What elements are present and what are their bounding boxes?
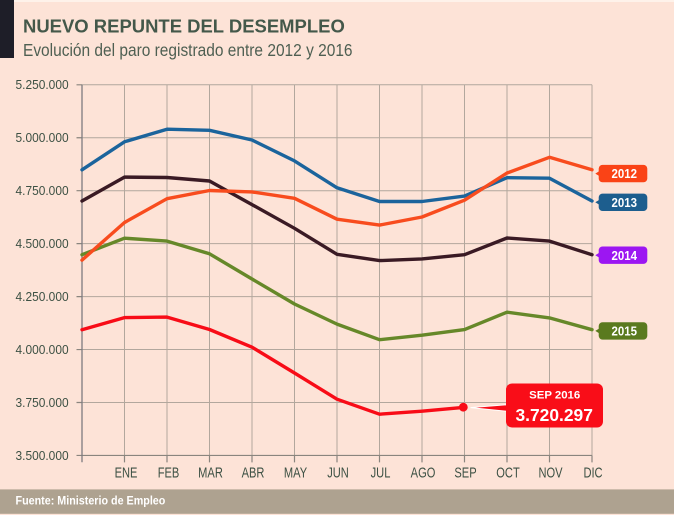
svg-text:DIC: DIC xyxy=(583,464,602,481)
svg-text:SEP 2016: SEP 2016 xyxy=(529,390,580,402)
svg-text:3.750.000: 3.750.000 xyxy=(16,396,69,410)
svg-text:4.250.000: 4.250.000 xyxy=(16,290,69,304)
svg-text:MAY: MAY xyxy=(284,464,307,481)
svg-text:NUEVO REPUNTE DEL DESEMPLEO: NUEVO REPUNTE DEL DESEMPLEO xyxy=(23,16,345,37)
svg-text:5.000.000: 5.000.000 xyxy=(16,131,69,145)
svg-text:NOV: NOV xyxy=(538,464,562,481)
svg-text:4.500.000: 4.500.000 xyxy=(16,237,69,251)
svg-text:OCT: OCT xyxy=(496,464,519,481)
svg-text:ABR: ABR xyxy=(242,464,265,481)
svg-text:FEB: FEB xyxy=(158,464,180,481)
svg-text:2013: 2013 xyxy=(612,195,638,210)
svg-text:Fuente: Ministerio de Empleo: Fuente: Ministerio de Empleo xyxy=(16,495,166,507)
svg-text:2014: 2014 xyxy=(612,248,638,263)
svg-text:SEP: SEP xyxy=(454,464,476,481)
svg-text:4.750.000: 4.750.000 xyxy=(16,184,69,198)
svg-text:JUN: JUN xyxy=(327,464,349,481)
svg-text:2015: 2015 xyxy=(612,324,638,339)
svg-text:2012: 2012 xyxy=(612,167,638,182)
svg-text:ENE: ENE xyxy=(115,464,138,481)
svg-text:MAR: MAR xyxy=(198,464,223,481)
svg-text:AGO: AGO xyxy=(411,464,436,481)
svg-text:3.500.000: 3.500.000 xyxy=(16,449,69,463)
svg-text:Evolución del paro registrado: Evolución del paro registrado entre 2012… xyxy=(23,41,353,60)
svg-text:3.720.297: 3.720.297 xyxy=(516,405,593,425)
svg-text:JUL: JUL xyxy=(371,464,391,481)
svg-text:5.250.000: 5.250.000 xyxy=(16,78,69,92)
svg-text:4.000.000: 4.000.000 xyxy=(16,343,69,357)
